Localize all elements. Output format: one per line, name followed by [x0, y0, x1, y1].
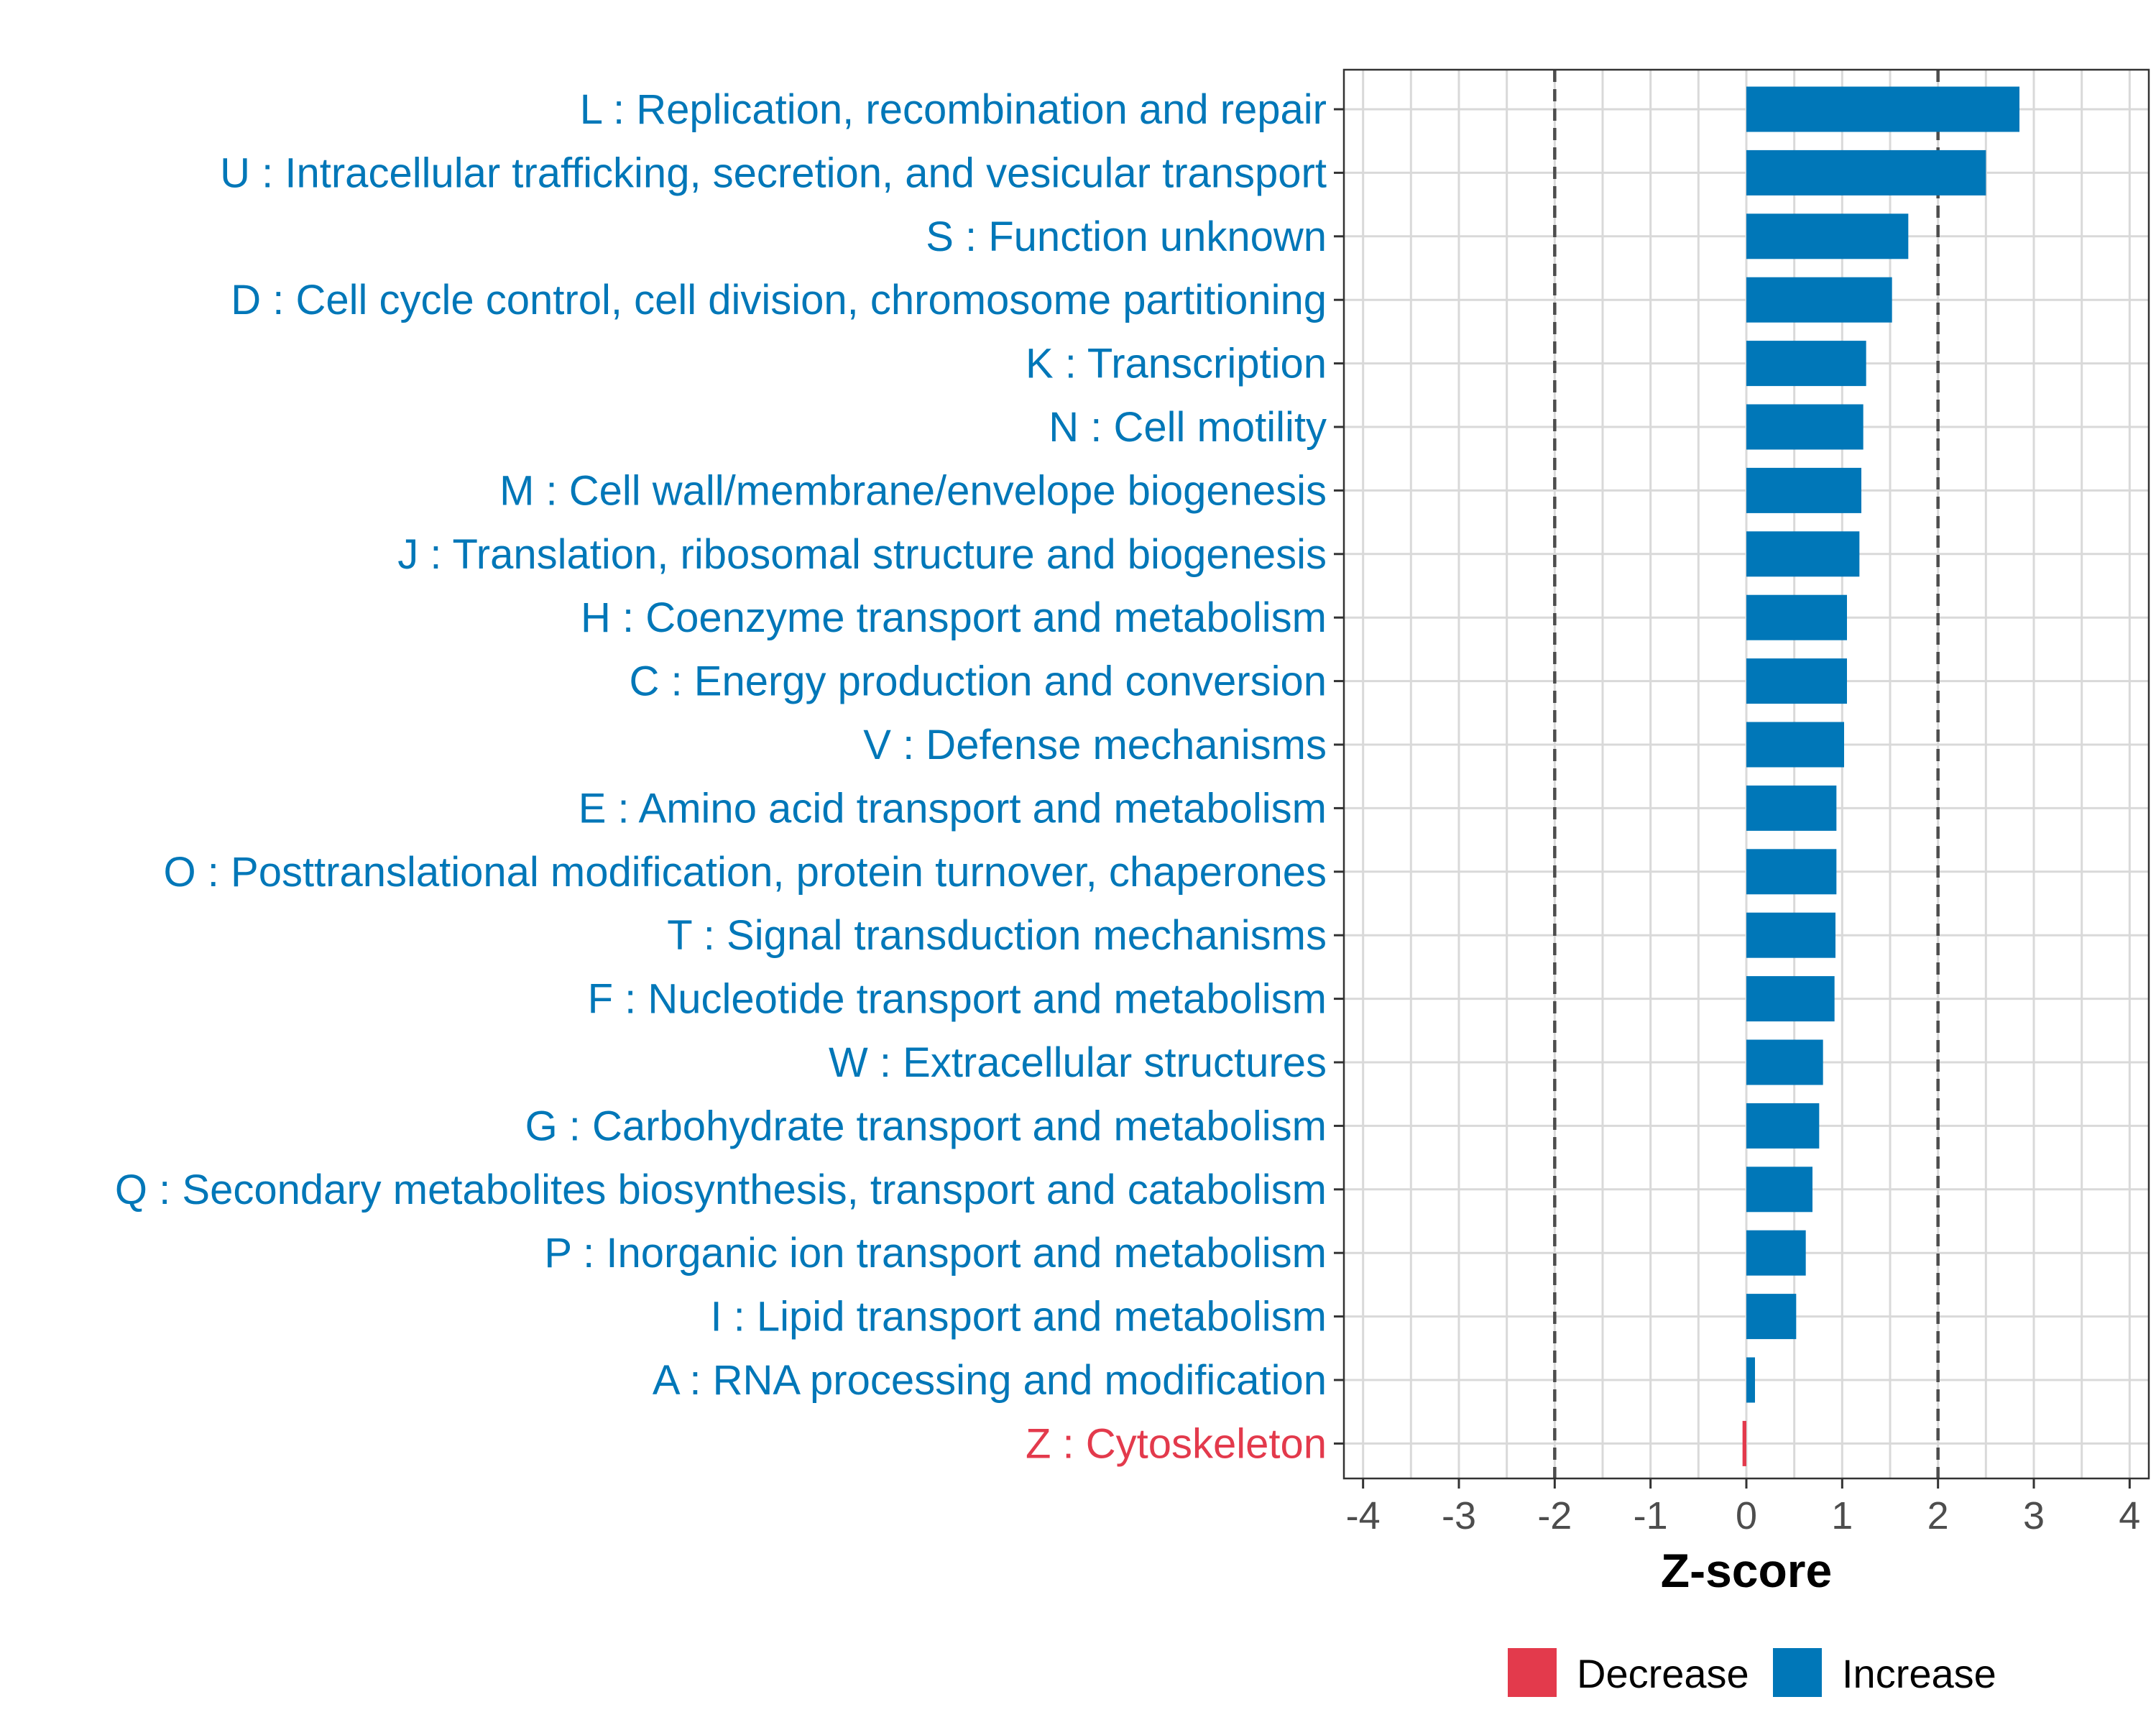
legend-swatch — [1773, 1648, 1822, 1697]
x-tick-label: 0 — [1736, 1494, 1757, 1537]
bar — [1746, 467, 1861, 513]
category-label: S : Function unknown — [926, 213, 1327, 260]
bar — [1746, 86, 2019, 132]
category-label: K : Transcription — [1026, 341, 1327, 387]
bar — [1746, 1103, 1820, 1149]
category-label: H : Coenzyme transport and metabolism — [581, 594, 1327, 641]
category-label: D : Cell cycle control, cell division, c… — [231, 277, 1327, 323]
bar — [1746, 404, 1864, 450]
bar-layer — [1742, 86, 2019, 1466]
bar — [1746, 341, 1866, 387]
x-axis-title: Z-score — [1661, 1544, 1832, 1597]
bar — [1746, 785, 1837, 831]
x-tick-label: 2 — [1927, 1494, 1949, 1537]
category-label: G : Carbohydrate transport and metabolis… — [525, 1103, 1327, 1149]
x-tick-label: 4 — [2119, 1494, 2140, 1537]
category-label: Z : Cytoskeleton — [1026, 1420, 1327, 1467]
reference-lines — [1553, 70, 1940, 1478]
bar — [1746, 849, 1837, 895]
category-label: A : RNA processing and modification — [653, 1357, 1327, 1404]
bar — [1746, 277, 1892, 323]
y-axis-ticks: L : Replication, recombination and repai… — [115, 86, 1344, 1467]
category-label: J : Translation, ribosomal structure and… — [397, 531, 1327, 578]
category-label: V : Defense mechanisms — [863, 722, 1327, 768]
category-label: O : Posttranslational modification, prot… — [164, 849, 1327, 896]
legend-label: Increase — [1842, 1651, 1996, 1696]
category-label: P : Inorganic ion transport and metaboli… — [544, 1230, 1327, 1276]
bar — [1746, 150, 1986, 196]
bar — [1746, 1167, 1812, 1213]
bar — [1746, 594, 1847, 640]
bar — [1746, 912, 1835, 958]
bar — [1746, 658, 1847, 704]
category-label: W : Extracellular structures — [829, 1039, 1327, 1086]
legend-label: Decrease — [1577, 1651, 1749, 1696]
bar — [1742, 1420, 1746, 1466]
bar — [1746, 1039, 1823, 1085]
bar — [1746, 1294, 1797, 1340]
bar — [1746, 1230, 1806, 1276]
category-label: T : Signal transduction mechanisms — [667, 912, 1327, 959]
category-label: F : Nucleotide transport and metabolism — [588, 976, 1327, 1023]
category-label: Q : Secondary metabolites biosynthesis, … — [115, 1167, 1327, 1213]
category-label: C : Energy production and conversion — [630, 658, 1327, 705]
category-label: N : Cell motility — [1049, 404, 1327, 451]
category-label: E : Amino acid transport and metabolism — [579, 785, 1327, 832]
x-tick-label: 3 — [2023, 1494, 2045, 1537]
x-tick-label: -1 — [1634, 1494, 1668, 1537]
x-axis-ticks: -4 -3 -2 -1 0 1 2 3 4 — [1346, 1478, 2140, 1537]
x-tick-label: -4 — [1346, 1494, 1381, 1537]
bar — [1746, 213, 1909, 259]
x-tick-label: 1 — [1831, 1494, 1853, 1537]
legend: Decrease Increase — [1508, 1648, 1996, 1697]
category-label: M : Cell wall/membrane/envelope biogenes… — [499, 467, 1327, 514]
bar — [1746, 976, 1835, 1022]
category-label: U : Intracellular trafficking, secretion… — [220, 150, 1327, 196]
legend-swatch — [1508, 1648, 1557, 1697]
x-tick-label: -3 — [1442, 1494, 1476, 1537]
x-tick-label: -2 — [1537, 1494, 1572, 1537]
bar — [1746, 1357, 1755, 1403]
category-label: I : Lipid transport and metabolism — [710, 1294, 1327, 1340]
category-label: L : Replication, recombination and repai… — [580, 86, 1327, 133]
bar — [1746, 531, 1860, 577]
bar — [1746, 722, 1844, 768]
